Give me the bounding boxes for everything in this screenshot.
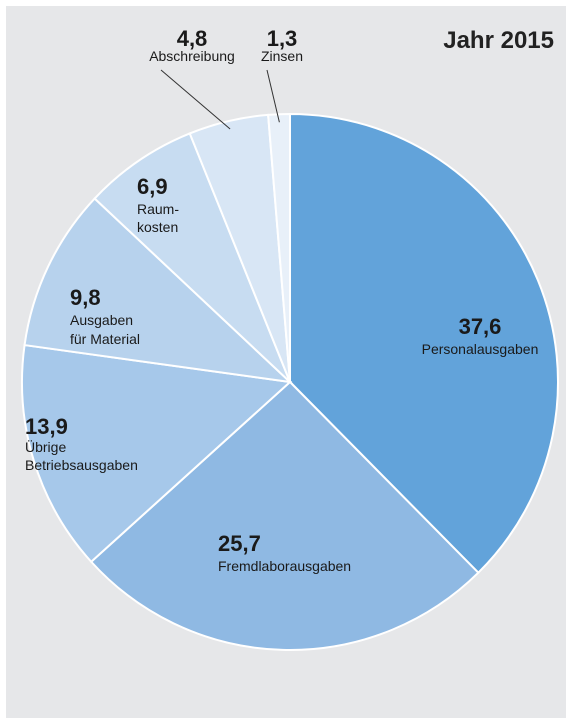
leaders-layer bbox=[160, 69, 280, 130]
value-label-zinsen: 1,3 bbox=[267, 26, 298, 51]
labels-layer: 37,6 Personalausgaben 25,7 Fremdlaborausgab… bbox=[25, 26, 538, 574]
category-label-abschreibung: Abschreibung bbox=[149, 48, 235, 64]
chart-panel: Jahr 2015 37,6 Personalausgaben 25,7 Fremdl… bbox=[6, 6, 566, 718]
category-label-fremdlaborausgaben: Fremdlaborausgaben bbox=[218, 558, 351, 574]
pie-slice-personalausgaben bbox=[289, 112, 559, 575]
value-label-fremdlaborausgaben: 25,7 bbox=[218, 531, 261, 556]
value-label-personalausgaben: 37,6 bbox=[459, 314, 502, 339]
value-label-uebrige-betriebsausgaben: 13,9 bbox=[25, 414, 68, 439]
pie-slice-fremdlaborausgaben bbox=[89, 380, 480, 651]
category-label-personalausgaben: Personalausgaben bbox=[422, 341, 539, 357]
pie-slice-uebrige-betriebsausgaben bbox=[21, 343, 293, 564]
category-label-ausgaben-fuer-material: für Material bbox=[70, 331, 140, 347]
category-label-uebrige-betriebsausgaben: Betriebsausgaben bbox=[25, 457, 138, 473]
pie-slice-raumkosten bbox=[93, 132, 291, 383]
pie-slice-ausgaben-fuer-material bbox=[23, 197, 293, 384]
category-label-raumkosten: kosten bbox=[137, 219, 178, 235]
pie-slice-zinsen bbox=[267, 112, 291, 383]
category-label-raumkosten: Raum- bbox=[137, 201, 179, 217]
value-label-abschreibung: 4,8 bbox=[177, 26, 208, 51]
category-label-uebrige-betriebsausgaben: Übrige bbox=[25, 438, 66, 455]
leader-line-zinsen bbox=[266, 69, 280, 123]
leader-line-abschreibung bbox=[160, 69, 231, 130]
category-label-ausgaben-fuer-material: Ausgaben bbox=[70, 312, 133, 328]
chart-title: Jahr 2015 bbox=[443, 27, 554, 54]
value-label-raumkosten: 6,9 bbox=[137, 174, 168, 199]
value-label-ausgaben-fuer-material: 9,8 bbox=[70, 285, 101, 310]
slices-layer bbox=[21, 112, 559, 651]
category-label-zinsen: Zinsen bbox=[261, 48, 303, 64]
pie-chart: Jahr 2015 37,6 Personalausgaben 25,7 Fremdl… bbox=[21, 26, 559, 651]
